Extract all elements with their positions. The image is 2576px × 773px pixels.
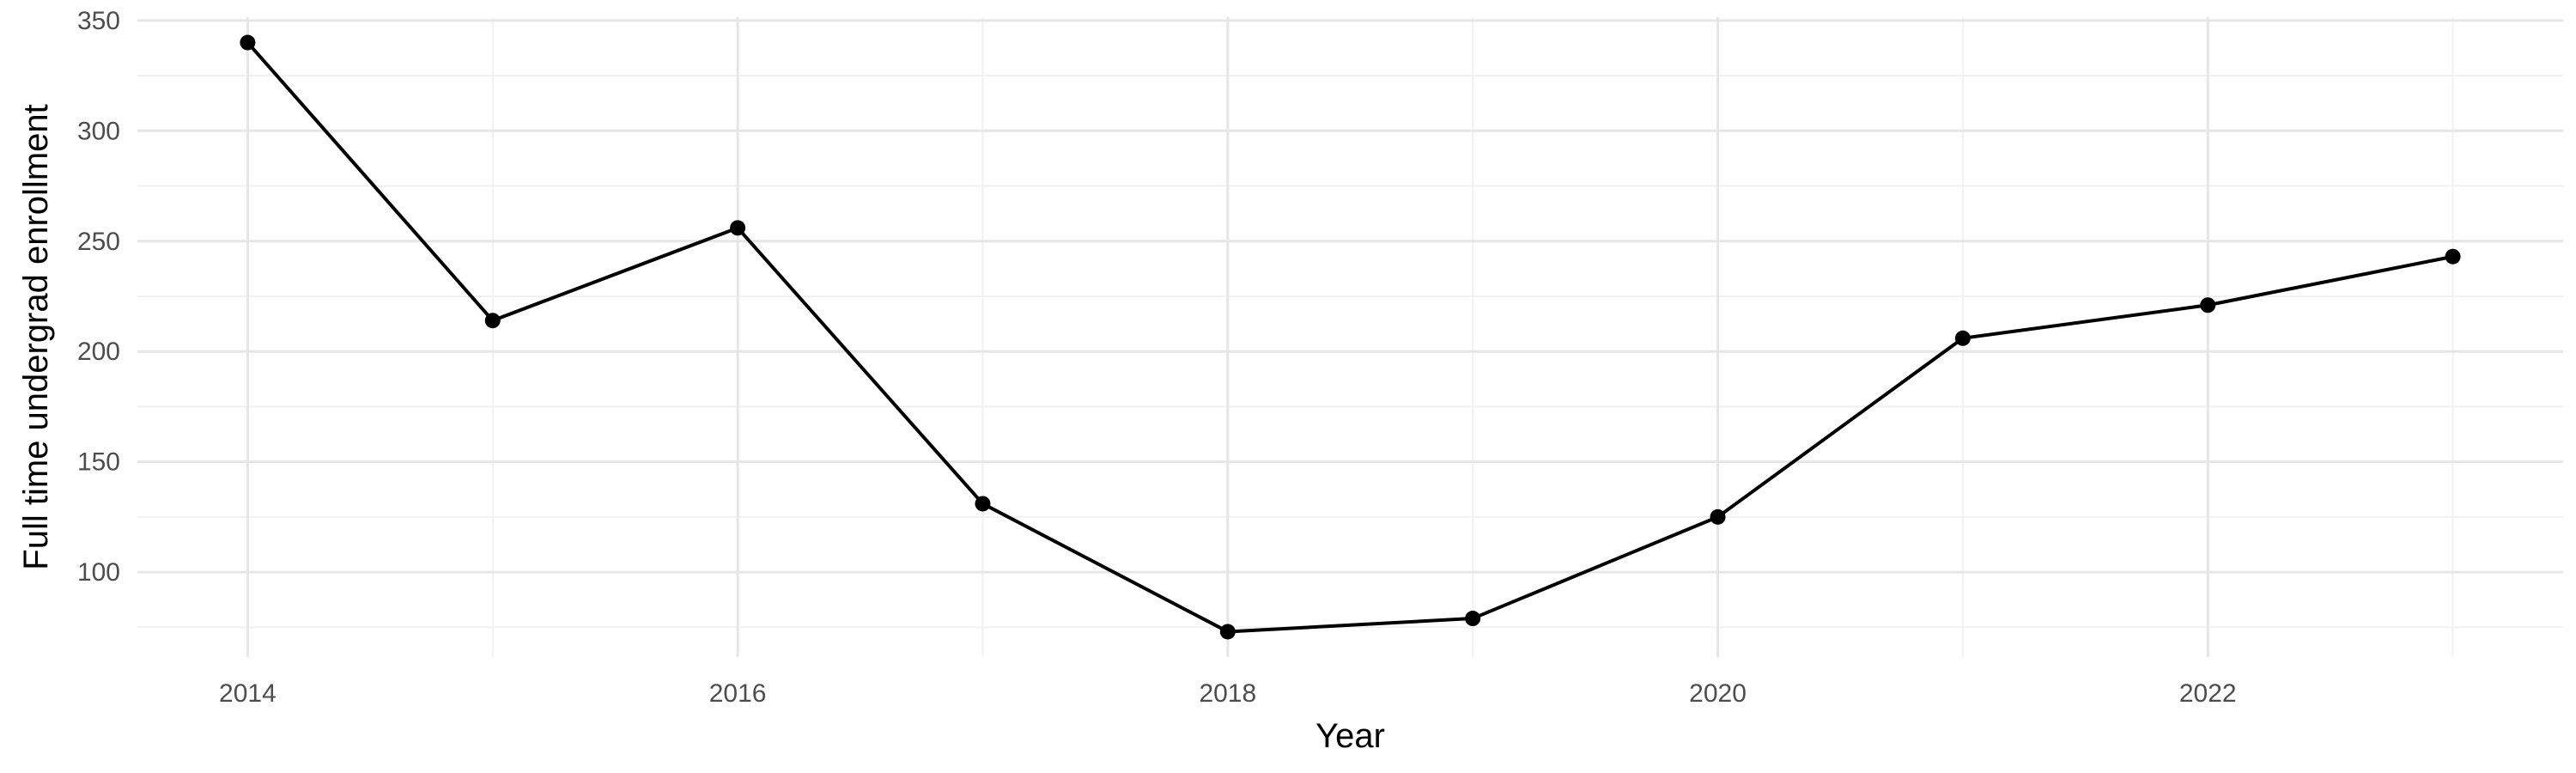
data-point: [2200, 297, 2216, 313]
y-tick-label: 200: [77, 338, 120, 366]
x-tick-label: 2014: [219, 679, 276, 708]
y-tick-labels: 100 150 200 250 300 350: [77, 7, 120, 587]
major-gridlines: [137, 17, 2563, 657]
x-tick-label: 2018: [1199, 679, 1256, 708]
y-tick-label: 100: [77, 558, 120, 587]
y-tick-label: 300: [77, 117, 120, 145]
data-point: [1219, 624, 1236, 640]
x-tick-label: 2022: [2179, 679, 2237, 708]
minor-gridlines: [137, 17, 2563, 657]
data-point: [2445, 248, 2461, 265]
data-point: [240, 34, 256, 51]
y-axis-title: Full time undergrad enrollment: [17, 104, 55, 569]
y-tick-label: 250: [77, 228, 120, 256]
data-point: [975, 496, 991, 512]
x-axis-title: Year: [1315, 717, 1385, 755]
data-point: [1465, 611, 1481, 627]
x-tick-labels: 2014 2016 2018 2020 2022: [219, 679, 2237, 708]
data-point: [484, 313, 501, 329]
series-group: [246, 40, 2455, 634]
data-point: [730, 220, 746, 236]
data-point: [1954, 330, 1971, 346]
series-line: [246, 40, 2455, 634]
y-tick-label: 350: [77, 7, 120, 35]
data-point: [1710, 508, 1726, 525]
data-points: [240, 34, 2461, 640]
x-tick-label: 2016: [709, 679, 767, 708]
x-tick-label: 2020: [1689, 679, 1747, 708]
y-tick-label: 150: [77, 448, 120, 477]
